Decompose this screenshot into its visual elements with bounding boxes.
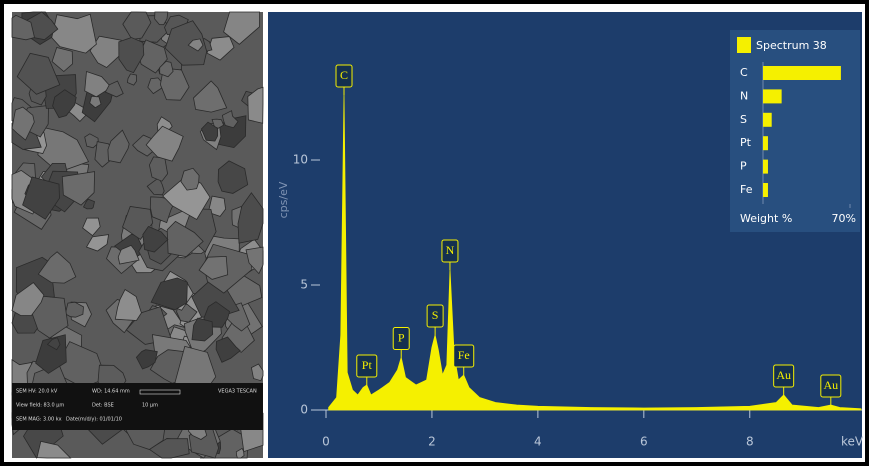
particle (149, 157, 167, 181)
sem-info: SEM MAG: 3.00 kx (16, 417, 62, 423)
inset-panel (730, 30, 860, 232)
peak-label: C (340, 68, 348, 82)
y-axis-label: cps/eV (277, 181, 290, 218)
inset-category: Pt (740, 136, 752, 149)
peak-label: P (398, 330, 405, 344)
y-tick-label: 0 (300, 403, 308, 417)
weight-bar (763, 66, 841, 80)
figure: 051002468cps/eVkeVCPtPSNFeAuAuSpectrum 3… (0, 0, 869, 466)
y-tick-label: 10 (293, 153, 308, 167)
sem-info: View field: 83.0 μm (16, 403, 64, 409)
inset-category: C (740, 66, 748, 79)
weight-bar (763, 113, 772, 127)
inset-category: P (740, 160, 747, 173)
inset-tick-label: 70% (832, 212, 856, 225)
peak-label: S (432, 308, 439, 322)
peak-label: Au (823, 378, 838, 392)
sem-info: VEGA3 TESCAN (218, 389, 257, 395)
peak-label: N (446, 243, 455, 257)
weight-bar (763, 136, 768, 150)
inset-category: Fe (740, 183, 753, 196)
peak-label: Fe (458, 348, 470, 362)
legend-label: Spectrum 38 (756, 39, 827, 52)
x-axis-label: keV (841, 435, 864, 449)
weight-bar (763, 160, 768, 174)
x-tick-label: 2 (428, 435, 436, 449)
weight-bar (763, 89, 782, 103)
page: {"sem_image": { "info": ["SEM HV: 20.0 k… (0, 0, 869, 466)
inset-category: S (740, 113, 747, 126)
sem-info: 10 μm (142, 403, 158, 409)
inset-xlabel: Weight % (740, 212, 792, 225)
x-tick-label: 0 (322, 435, 330, 449)
y-tick-label: 5 (300, 278, 308, 292)
sem-info: Det: BSE (92, 403, 114, 409)
peak-label: Pt (362, 358, 373, 372)
sem-info: WD: 14.64 mm (92, 389, 130, 395)
weight-bar (763, 183, 768, 197)
x-tick-label: 4 (534, 435, 542, 449)
sem-info: SEM HV: 20.0 kV (16, 389, 58, 395)
peak-label: Au (776, 368, 791, 382)
x-tick-label: 8 (746, 435, 754, 449)
x-tick-label: 6 (640, 435, 648, 449)
inset-category: N (740, 89, 748, 102)
legend-swatch (737, 37, 751, 53)
sem-info: Date(m/d/y): 01/01/10 (66, 417, 122, 423)
